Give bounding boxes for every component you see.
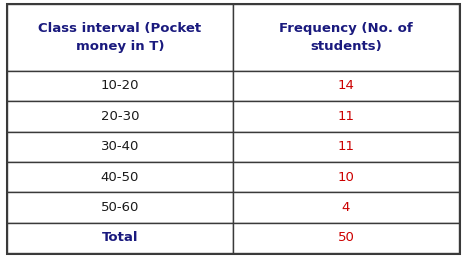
Bar <box>7 223 233 253</box>
Text: 30-40: 30-40 <box>101 140 139 153</box>
Bar <box>233 223 459 253</box>
Text: Frequency (No. of
students): Frequency (No. of students) <box>279 22 413 53</box>
Text: 11: 11 <box>337 140 355 153</box>
Text: 11: 11 <box>337 110 355 123</box>
Bar <box>7 162 233 192</box>
Bar <box>7 71 233 101</box>
Bar <box>233 4 459 71</box>
Text: Total: Total <box>102 232 138 244</box>
Bar <box>7 192 233 223</box>
Bar <box>233 71 459 101</box>
Text: 40-50: 40-50 <box>101 171 139 184</box>
Bar <box>7 4 233 71</box>
Bar <box>7 101 233 132</box>
Text: 10: 10 <box>337 171 355 184</box>
Bar <box>233 101 459 132</box>
Bar <box>233 192 459 223</box>
Bar <box>233 162 459 192</box>
Text: 50: 50 <box>337 232 355 244</box>
Text: 10-20: 10-20 <box>101 79 139 93</box>
Text: Class interval (Pocket
money in T): Class interval (Pocket money in T) <box>38 22 202 53</box>
Text: 20-30: 20-30 <box>101 110 139 123</box>
Text: 50-60: 50-60 <box>101 201 139 214</box>
Text: 14: 14 <box>337 79 355 93</box>
Bar <box>233 132 459 162</box>
Text: 4: 4 <box>342 201 350 214</box>
Bar <box>7 132 233 162</box>
